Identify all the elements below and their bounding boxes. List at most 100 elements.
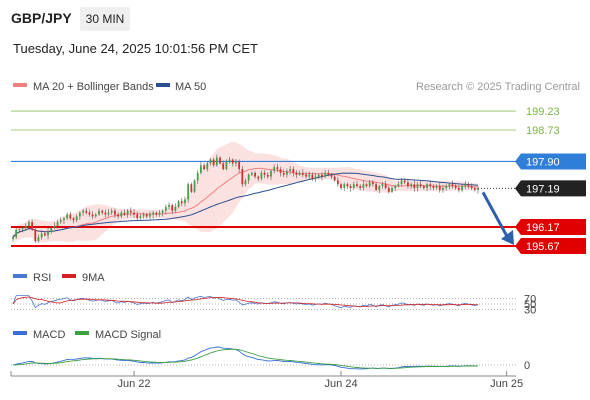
candle-body [311,174,314,179]
candle [72,216,75,224]
candle [40,230,43,240]
rsi-legend: RSI 9MA [13,272,105,284]
current-price-label: 197.19 [526,183,560,195]
timeframe-button[interactable]: 30 MIN [80,7,130,31]
candle [12,234,14,242]
candle-body [263,172,266,175]
candle-body [317,174,320,177]
macd-signal-legend-swatch [75,331,89,335]
candle-body [429,184,432,187]
x-axis-tick-label: Jun 24 [325,378,358,390]
x-axis-tick-label: Jun 22 [118,378,151,390]
candle-body [104,212,107,215]
candle [286,168,288,178]
candle-body [362,184,365,188]
candle-body [244,180,247,185]
candle-body [40,233,43,238]
candle-body [381,184,384,187]
candle [387,185,390,194]
candle-body [177,201,180,207]
candle-body [212,159,215,166]
candle-body [276,167,279,170]
candle-body [190,184,193,192]
candle [333,174,336,182]
candle [464,180,467,190]
candle-body [241,169,244,185]
candle-body [343,184,346,188]
candle-body [222,163,225,170]
candle [152,210,155,219]
candle-body [397,184,400,187]
candle [403,178,406,185]
candle-body [286,170,288,175]
candle [225,159,228,171]
chart-datetime: Tuesday, June 24, 2025 10:01:56 PM CET [13,41,258,56]
rsi-level-label: 30 [524,305,536,317]
candle-body [91,214,94,217]
candle [158,209,161,217]
candle [126,208,129,218]
candle-body [359,186,362,188]
forecast-arrow [481,191,514,245]
candle [426,182,428,192]
candle-body [56,222,59,226]
candle [228,157,231,164]
candle-body [209,159,212,164]
candle-body [117,214,120,217]
candle [432,184,435,191]
candle-body [432,186,435,188]
candle [123,209,126,217]
candle-body [94,214,97,217]
candle-body [24,225,27,228]
candle-body [225,161,228,170]
ma50-line [12,172,479,238]
candle-body [174,206,177,211]
candle [203,162,205,171]
candle-body [266,174,269,177]
candle [330,173,333,180]
macd-zero-label: 0 [524,360,530,372]
candle-body [88,212,91,215]
candle [279,166,282,177]
macd-legend-label: MACD [33,329,65,341]
candle-body [231,159,234,164]
current-price-tag [515,180,586,197]
candle [200,161,202,175]
candle-body [422,186,425,188]
candle-body [110,210,113,213]
candle-body [356,184,358,187]
candle [346,182,349,190]
candle-body [336,180,339,185]
candle-body [31,222,34,230]
candle-body [187,184,190,200]
candle [282,169,285,177]
candle [241,166,244,188]
candle [266,172,269,179]
ma20-line [12,167,478,238]
candle-body [378,186,381,190]
candle-body [292,169,295,173]
candle [394,184,397,192]
candle-body [136,214,139,219]
candle [438,182,441,193]
rsi-ma-line [12,296,479,308]
candle [352,181,355,191]
candle [336,176,339,187]
x-axis-tick-label: Jun 25 [490,378,523,390]
candle [177,200,180,209]
candle-body [152,212,155,215]
candle [448,182,451,190]
candle [343,182,346,191]
candle-body [203,165,205,170]
candle [419,180,422,189]
candle-body [168,205,170,207]
candle-body [158,212,161,215]
candle-body [438,186,441,190]
candle-body [410,184,413,187]
candle-body [298,172,301,175]
price-level-labels: 199.23 198.73 197.90 197.19 196.17 195.67 [515,106,586,254]
candle-body [72,218,75,221]
candle [120,210,123,219]
